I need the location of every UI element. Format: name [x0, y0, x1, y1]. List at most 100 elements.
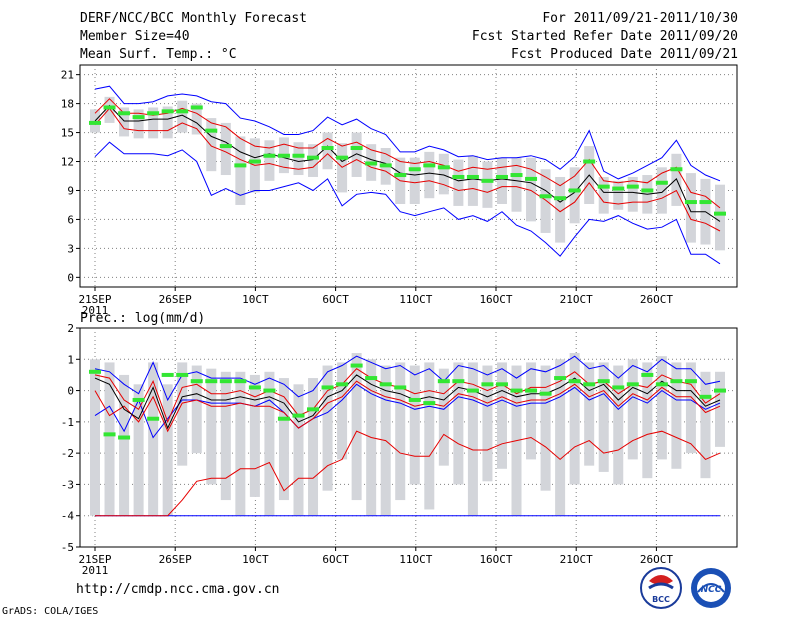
x-tick-label: 16OCT [479, 553, 512, 566]
spread-box [308, 378, 319, 516]
plot-frame [79, 327, 738, 548]
spread-box [438, 368, 449, 466]
median-marker [408, 167, 421, 172]
median-marker [248, 159, 261, 164]
y-tick-label: -5 [61, 541, 74, 554]
median-marker [365, 161, 378, 166]
spread-box [119, 107, 130, 137]
median-marker [248, 385, 261, 390]
y-tick-label: 12 [61, 156, 74, 169]
median-marker [336, 382, 349, 387]
x-tick-label: 26OCT [640, 293, 673, 306]
median-marker [307, 155, 320, 160]
member-size: Member Size=40 [80, 29, 190, 44]
footer-url[interactable]: http://cmdp.ncc.cma.gov.cn [76, 582, 280, 597]
x-tick-label: 21OCT [560, 293, 593, 306]
median-marker [176, 109, 189, 114]
y-tick-label: 21 [61, 69, 74, 82]
median-marker [379, 382, 392, 387]
median-marker [147, 111, 160, 116]
median-marker [365, 376, 378, 381]
x-tick-label: 21SEP [78, 293, 111, 306]
median-marker [219, 379, 232, 384]
median-marker [234, 163, 247, 168]
spread-box [148, 362, 159, 516]
grads-credit: GrADS: COLA/IGES [2, 606, 99, 617]
spread-box [656, 356, 667, 460]
spread-box [351, 353, 362, 501]
spread-box [540, 169, 551, 233]
median-marker [568, 379, 581, 384]
median-marker [89, 369, 101, 374]
spread-box [656, 167, 667, 214]
spread-box [322, 132, 333, 170]
spread-box [90, 359, 100, 516]
spread-box [220, 371, 231, 501]
median-marker [684, 200, 697, 205]
spread-box [395, 362, 406, 501]
chart-title: DERF/NCC/BCC Monthly Forecast [80, 11, 307, 26]
median-marker [219, 144, 232, 149]
spread-box [715, 371, 725, 447]
median-marker [336, 155, 349, 160]
median-marker [307, 407, 320, 412]
spread-box [206, 368, 217, 485]
spread-box [148, 107, 159, 139]
spread-box [438, 153, 449, 195]
median-marker [670, 167, 683, 172]
median-marker [147, 416, 160, 421]
spread-box [569, 167, 580, 224]
median-marker [495, 382, 508, 387]
median-marker [103, 105, 116, 110]
median-marker [714, 388, 726, 393]
median-marker [190, 105, 203, 110]
x-tick-label: 26OCT [640, 553, 673, 566]
spread-box [453, 159, 464, 206]
median-marker [176, 372, 189, 377]
median-marker [554, 196, 567, 201]
spread-box [424, 151, 435, 199]
spread-box [482, 161, 493, 208]
median-marker [379, 163, 392, 168]
spread-box [162, 384, 173, 516]
spread-box [540, 365, 551, 491]
median-marker [277, 153, 290, 158]
x-tick-label: 11OCT [399, 293, 432, 306]
x-tick-label: 11OCT [399, 553, 432, 566]
spread-box [598, 176, 609, 214]
median-marker [539, 391, 552, 396]
spread-box [249, 374, 260, 497]
spread-box [627, 359, 638, 460]
median-marker [205, 379, 218, 384]
y-tick-label: -2 [61, 447, 74, 460]
spread-box [264, 140, 275, 181]
spread-box [627, 176, 638, 212]
upper-line [94, 368, 721, 424]
spread-box [467, 155, 478, 206]
x-tick-label: 21OCT [560, 553, 593, 566]
median-marker [205, 128, 218, 133]
median-marker [292, 413, 305, 418]
spread-box [235, 371, 246, 516]
median-marker [132, 115, 145, 120]
median-marker [423, 401, 436, 406]
spread-box [351, 132, 362, 177]
spread-box [133, 384, 144, 516]
median-marker [597, 184, 610, 189]
median-marker [350, 146, 363, 151]
x-tick-label: 6OCT [322, 553, 349, 566]
spread-box [409, 365, 420, 485]
spread-box [293, 142, 304, 176]
x-tick-label: 10CT [242, 553, 269, 566]
spread-box [555, 359, 566, 516]
median-marker [539, 194, 552, 199]
y-tick-label: 6 [67, 213, 74, 226]
spread-box [453, 362, 464, 485]
x-tick-label: 10CT [242, 293, 269, 306]
fcst-produced-date: Fcst Produced Date 2011/09/21 [511, 47, 738, 62]
spread-box [104, 96, 115, 123]
median-marker [161, 372, 174, 377]
spread-box [220, 122, 231, 176]
